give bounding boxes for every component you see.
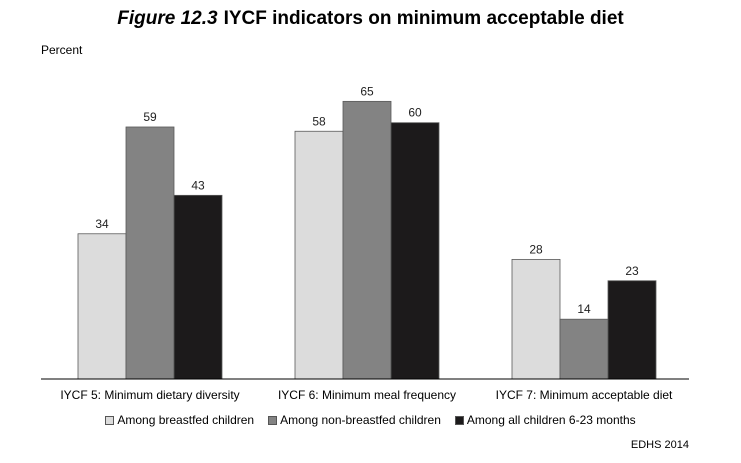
x-tick-label-2: IYCF 6: Minimum meal frequency [278, 388, 456, 402]
data-label-1-3: 43 [191, 178, 205, 192]
bar-3-3 [607, 280, 657, 380]
chart-title: Figure 12.3 IYCF indicators on minimum ac… [0, 8, 741, 30]
legend-item-non-breastfed: Among non-breastfed children [268, 413, 441, 427]
legend-swatch-all-children [454, 415, 464, 425]
legend-label-all-children: Among all children 6-23 months [466, 413, 636, 427]
legend-label-breastfed: Among breastfed children [117, 413, 255, 427]
data-label-3-1: 28 [529, 242, 543, 256]
data-label-2-1: 58 [312, 114, 326, 128]
legend-item-all-children: Among all children 6-23 months [454, 413, 636, 427]
x-tick-label-1: IYCF 5: Minimum dietary diversity [60, 388, 239, 402]
title-text: IYCF indicators on minimum acceptable di… [223, 8, 624, 29]
legend: Among breastfed children Among non-breas… [0, 413, 741, 427]
x-tick-label-3: IYCF 7: Minimum acceptable diet [496, 388, 673, 402]
bar-1-1 [77, 233, 127, 380]
data-label-2-2: 65 [360, 84, 374, 98]
bar-1-3 [173, 194, 223, 380]
legend-swatch-breastfed [105, 415, 115, 425]
source-note: EDHS 2014 [630, 439, 689, 451]
bar-3-1 [511, 258, 561, 380]
legend-swatch-non-breastfed [268, 415, 278, 425]
data-label-1-2: 59 [143, 110, 157, 124]
bar-2-2 [342, 100, 392, 380]
data-label-3-3: 23 [625, 264, 639, 278]
data-label-2-3: 60 [408, 106, 422, 120]
bar-2-3 [390, 122, 440, 380]
bar-3-2 [559, 318, 609, 380]
data-label-1-1: 34 [95, 217, 109, 231]
bar-2-1 [294, 130, 344, 380]
data-label-3-2: 14 [577, 302, 591, 316]
legend-label-non-breastfed: Among non-breastfed children [280, 413, 441, 427]
legend-item-breastfed: Among breastfed children [105, 413, 254, 427]
figure-number: Figure 12.3 [117, 8, 218, 29]
y-axis-label: Percent [41, 43, 83, 57]
bar-1-2 [125, 126, 175, 380]
